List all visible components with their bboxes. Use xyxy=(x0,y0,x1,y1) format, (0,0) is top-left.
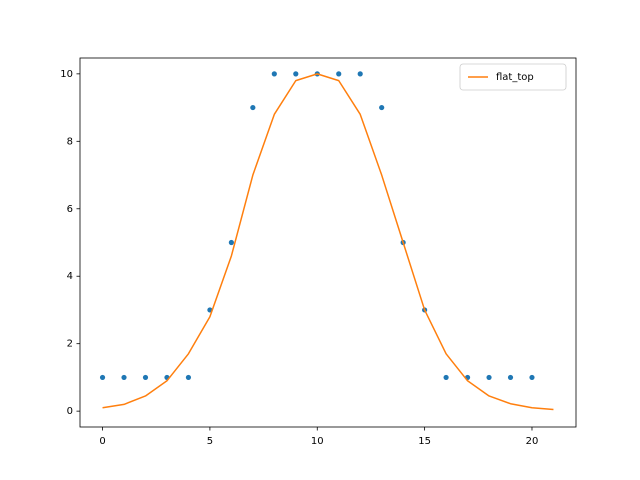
scatter-point xyxy=(357,71,363,77)
line-series xyxy=(102,73,554,411)
y-tick-label: 4 xyxy=(67,271,73,282)
scatter-point xyxy=(142,374,149,381)
legend-label: flat_top xyxy=(496,72,534,83)
scatter-point xyxy=(121,374,127,381)
scatter-point xyxy=(185,374,192,381)
x-tick-label: 10 xyxy=(311,436,324,447)
plot-frame xyxy=(79,57,577,428)
scatter-point xyxy=(529,374,535,381)
scatter-point xyxy=(336,71,342,77)
y-tick-label: 2 xyxy=(67,339,73,350)
scatter-point xyxy=(250,104,256,111)
scatter-point xyxy=(99,374,106,381)
x-tick-label: 15 xyxy=(418,436,431,447)
scatter-point xyxy=(507,374,514,381)
scatter-point xyxy=(271,71,277,77)
scatter-point xyxy=(486,374,492,381)
y-tick-label: 0 xyxy=(67,406,73,417)
x-tick-label: 20 xyxy=(526,436,539,447)
x-tick-label: 0 xyxy=(99,436,105,447)
y-tick-label: 10 xyxy=(60,69,73,80)
scatter-point xyxy=(293,71,299,77)
scatter-point xyxy=(228,239,234,246)
y-tick-label: 8 xyxy=(67,136,73,147)
x-tick-label: 5 xyxy=(207,436,213,447)
scatter-point xyxy=(443,374,449,381)
scatter-point xyxy=(379,104,385,111)
legend-box xyxy=(459,63,567,91)
y-tick-label: 6 xyxy=(67,204,73,215)
